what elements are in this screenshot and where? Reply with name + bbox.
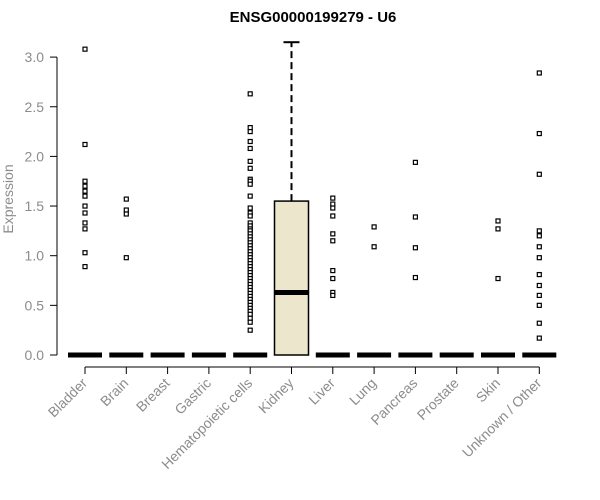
x-tick-label: Liver — [305, 375, 338, 408]
outlier-point — [536, 302, 542, 308]
outlier-point — [82, 193, 88, 199]
y-axis: 0.0 0.5 1.0 1.5 2.0 2.5 3.0 — [25, 49, 58, 363]
y-tick-label: 0.0 — [25, 347, 45, 363]
outlier-point — [247, 327, 253, 333]
y-tick-label: 3.0 — [25, 49, 45, 65]
outlier-point — [330, 275, 336, 282]
outlier-point — [536, 320, 542, 326]
outlier-point — [82, 226, 88, 232]
outlier-point — [330, 238, 336, 244]
x-tick-label: Skin — [473, 375, 504, 406]
outlier-point — [247, 319, 253, 325]
outlier-point — [536, 244, 542, 250]
outlier-point — [330, 267, 336, 274]
outlier-point — [247, 213, 253, 219]
outlier-point — [247, 193, 253, 199]
outlier-point — [123, 196, 129, 202]
outlier-point — [536, 282, 542, 289]
outlier-point — [412, 214, 418, 220]
outlier-point — [330, 292, 336, 299]
outlier-point — [247, 91, 253, 97]
outlier-point — [247, 165, 253, 171]
outlier-point — [371, 244, 377, 250]
y-tick-label: 2.5 — [25, 99, 45, 115]
outlier-point — [330, 231, 336, 237]
outlier-point — [330, 195, 336, 201]
outlier-point — [82, 210, 88, 216]
x-tick-label: Brain — [97, 375, 131, 409]
outlier-point — [495, 275, 501, 282]
outlier-point — [536, 70, 542, 76]
outlier-point — [412, 159, 418, 165]
outlier-point — [330, 213, 336, 219]
outlier-point — [495, 226, 501, 232]
outlier-point — [495, 218, 501, 224]
y-axis-label: Expression — [0, 164, 16, 233]
box-rect — [273, 200, 310, 356]
outlier-point — [536, 228, 542, 234]
outlier-point — [247, 145, 253, 152]
outlier-point — [247, 158, 253, 164]
x-tick-label: Kidney — [255, 375, 297, 417]
outlier-point — [82, 203, 88, 209]
outliers-layer — [82, 46, 542, 341]
outlier-point — [371, 224, 377, 230]
outlier-point — [412, 274, 418, 281]
outlier-point — [82, 264, 88, 270]
y-tick-label: 0.5 — [25, 297, 45, 313]
outlier-point — [330, 205, 336, 211]
y-tick-label: 1.0 — [25, 248, 45, 264]
outlier-point — [82, 183, 88, 189]
x-tick-label: Lung — [346, 375, 379, 408]
outlier-point — [82, 250, 88, 256]
y-tick-label: 2.0 — [25, 148, 45, 164]
outlier-point — [82, 188, 88, 194]
outlier-point — [536, 171, 542, 177]
outlier-point — [536, 130, 542, 137]
outlier-point — [123, 211, 129, 217]
outlier-point — [247, 205, 253, 211]
x-tick-label: Breast — [133, 375, 173, 415]
x-tick-label: Bladder — [45, 375, 91, 421]
chart-title: ENSG00000199279 - U6 — [230, 9, 397, 26]
outlier-point — [247, 128, 253, 135]
boxes-layer — [68, 41, 557, 358]
outlier-point — [82, 220, 88, 226]
outlier-point — [247, 181, 253, 187]
outlier-point — [536, 233, 542, 239]
x-tick-label: Prostate — [414, 375, 462, 423]
y-tick-label: 1.5 — [25, 198, 45, 214]
outlier-point — [412, 245, 418, 251]
outlier-point — [82, 178, 88, 184]
outlier-point — [536, 255, 542, 261]
outlier-point — [82, 141, 88, 148]
outlier-point — [123, 255, 129, 261]
outlier-point — [536, 271, 542, 278]
outlier-point — [82, 46, 88, 52]
outlier-point — [536, 335, 542, 341]
outlier-point — [536, 292, 542, 299]
outlier-point — [247, 138, 253, 145]
